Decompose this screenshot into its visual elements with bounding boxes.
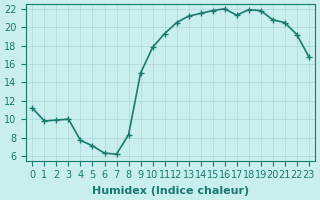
X-axis label: Humidex (Indice chaleur): Humidex (Indice chaleur) (92, 186, 249, 196)
